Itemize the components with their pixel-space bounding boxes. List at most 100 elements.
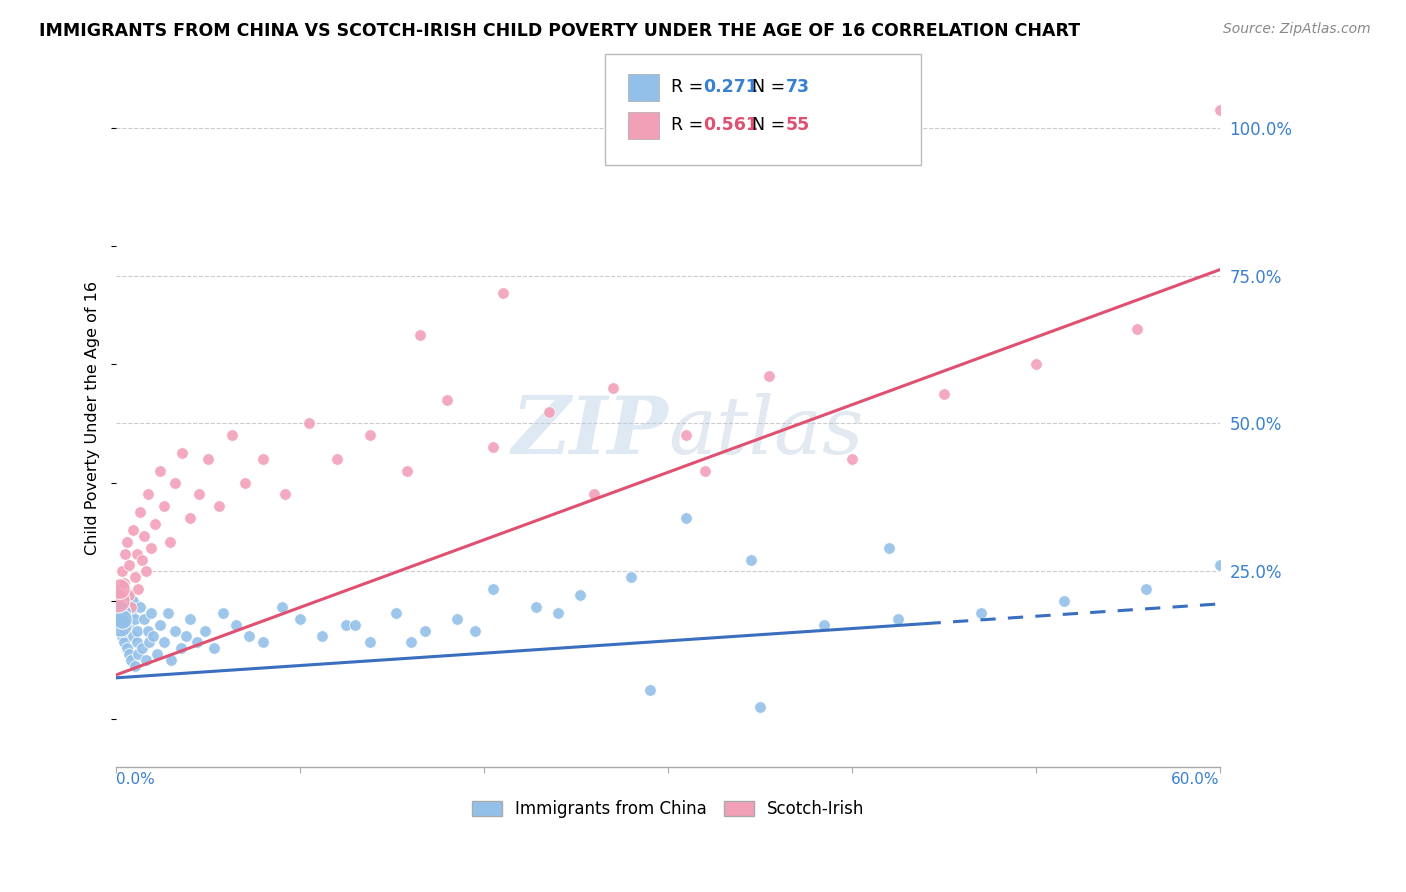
Point (290, 612, 312, 626)
Point (482, 440, 505, 454)
Text: ZIP: ZIP (512, 392, 668, 470)
Point (675, 428, 697, 442)
Point (464, 624, 486, 638)
Point (135, 653, 157, 667)
Text: N =: N = (752, 78, 792, 95)
Point (174, 629, 197, 643)
Text: atlas: atlas (668, 392, 863, 470)
Point (121, 629, 143, 643)
Point (221, 428, 243, 442)
Point (159, 534, 181, 549)
Point (749, 700, 772, 714)
Point (132, 612, 155, 626)
Point (131, 641, 153, 656)
Point (740, 552, 762, 566)
Point (165, 624, 187, 638)
Point (107, 606, 129, 620)
Text: R =: R = (671, 78, 709, 95)
Point (252, 635, 274, 649)
Point (107, 594, 129, 608)
Point (120, 606, 142, 620)
Point (112, 635, 135, 649)
Point (108, 594, 131, 608)
Point (335, 617, 357, 632)
Point (359, 428, 381, 442)
Point (270, 599, 292, 614)
Point (179, 511, 201, 525)
Point (225, 617, 247, 632)
Point (108, 617, 131, 632)
Point (311, 629, 333, 643)
Point (693, 464, 716, 478)
Text: IMMIGRANTS FROM CHINA VS SCOTCH-IRISH CHILD POVERTY UNDER THE AGE OF 16 CORRELAT: IMMIGRANTS FROM CHINA VS SCOTCH-IRISH CH… (39, 22, 1080, 40)
Point (172, 446, 194, 460)
Point (274, 487, 297, 501)
Point (1052, 594, 1074, 608)
Point (135, 565, 157, 579)
Point (111, 612, 134, 626)
Point (385, 606, 408, 620)
Point (118, 588, 141, 602)
Point (153, 635, 176, 649)
Point (602, 381, 624, 395)
Point (446, 612, 468, 626)
Point (1135, 582, 1157, 596)
Text: R =: R = (671, 116, 709, 134)
Point (124, 659, 146, 673)
Point (1209, 103, 1232, 117)
Point (124, 570, 146, 584)
Text: 0.271: 0.271 (703, 78, 758, 95)
Point (129, 505, 152, 519)
Y-axis label: Child Poverty Under the Age of 16: Child Poverty Under the Age of 16 (86, 281, 100, 555)
Point (887, 612, 910, 626)
Point (620, 570, 643, 584)
Point (114, 547, 136, 561)
Point (1025, 357, 1047, 371)
Text: 55: 55 (786, 116, 810, 134)
Point (111, 629, 134, 643)
Point (127, 647, 149, 661)
Point (179, 612, 201, 626)
Point (188, 487, 211, 501)
Text: 60.0%: 60.0% (1171, 772, 1220, 788)
Point (841, 452, 863, 467)
Point (153, 500, 176, 514)
Point (326, 452, 349, 467)
Point (524, 599, 547, 614)
Point (491, 286, 513, 301)
Point (136, 624, 159, 638)
Point (482, 582, 505, 596)
Point (131, 552, 153, 566)
Point (114, 599, 136, 614)
Point (124, 612, 146, 626)
Point (156, 606, 179, 620)
Point (149, 617, 172, 632)
Point (125, 635, 148, 649)
Point (547, 606, 569, 620)
Point (108, 617, 131, 632)
Point (111, 582, 134, 596)
Point (108, 582, 131, 596)
Point (136, 487, 159, 501)
Point (143, 516, 166, 531)
Text: 73: 73 (786, 78, 810, 95)
Point (149, 464, 172, 478)
Point (107, 606, 129, 620)
Point (436, 392, 458, 407)
Text: Source: ZipAtlas.com: Source: ZipAtlas.com (1223, 22, 1371, 37)
Point (233, 475, 256, 490)
Point (169, 641, 191, 656)
Point (252, 452, 274, 467)
Point (118, 617, 141, 632)
Point (238, 629, 260, 643)
Point (1209, 558, 1232, 573)
Point (193, 624, 215, 638)
Point (114, 624, 136, 638)
Point (112, 576, 135, 591)
Point (638, 682, 661, 697)
Point (413, 624, 436, 638)
Point (813, 617, 835, 632)
Point (121, 594, 143, 608)
Point (568, 588, 591, 602)
Point (186, 635, 208, 649)
